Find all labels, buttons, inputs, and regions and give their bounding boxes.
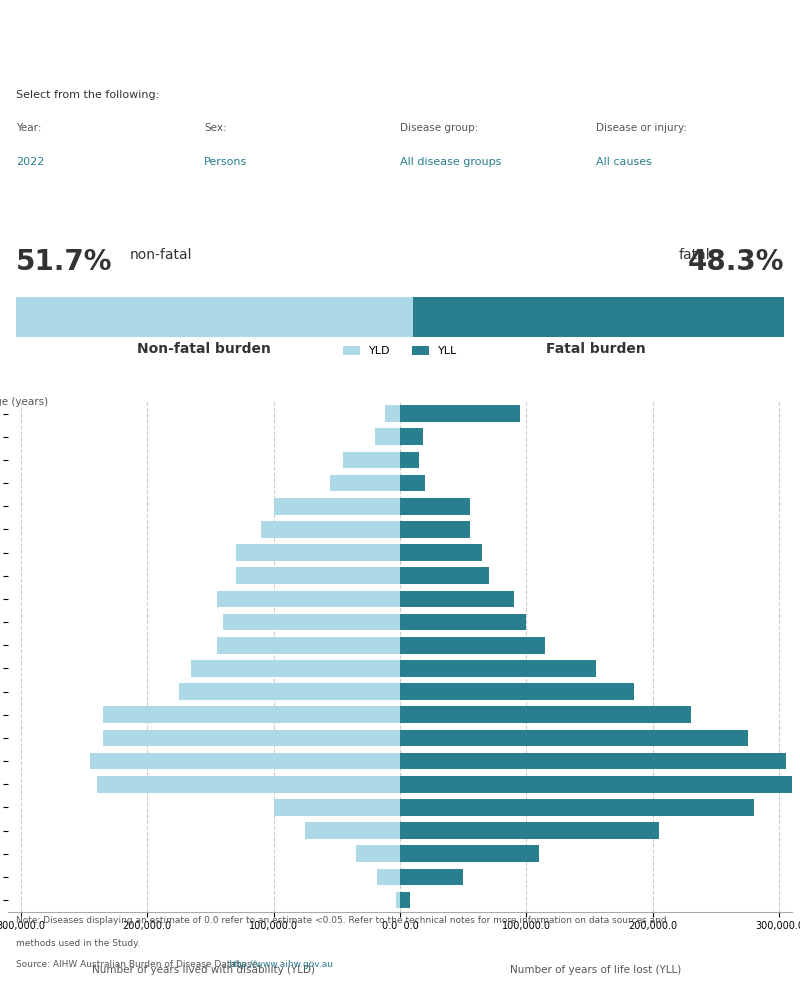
Bar [400, 706, 691, 723]
Bar [400, 822, 659, 839]
Bar [223, 614, 400, 630]
Bar [400, 753, 786, 769]
Bar [400, 845, 539, 862]
Bar [178, 683, 400, 700]
Text: Age (years): Age (years) [0, 397, 49, 407]
Text: Non-fatal burden: Non-fatal burden [137, 342, 271, 356]
Bar [191, 660, 400, 677]
Bar [103, 706, 400, 723]
Text: Fatal vs. Non-fatal burden in Persons, 2022: Fatal vs. Non-fatal burden in Persons, 2… [16, 200, 322, 213]
Bar [236, 567, 400, 584]
Bar [374, 428, 400, 445]
Bar [103, 730, 400, 746]
Text: Source: AIHW Australian Burden of Disease Database.: Source: AIHW Australian Burden of Diseas… [16, 960, 263, 969]
Bar [274, 799, 400, 816]
Bar [378, 869, 400, 885]
Text: Fatal burden: Fatal burden [546, 342, 646, 356]
Bar [400, 730, 748, 746]
Bar [236, 544, 400, 561]
Bar [400, 591, 514, 607]
Bar [400, 498, 470, 515]
Bar [400, 475, 426, 491]
Text: methods used in the Study.: methods used in the Study. [16, 939, 140, 948]
Bar [97, 776, 400, 793]
Bar [274, 498, 400, 515]
Bar [217, 591, 400, 607]
Text: Select from the following:: Select from the following: [16, 90, 159, 100]
FancyBboxPatch shape [413, 297, 784, 337]
Bar [217, 637, 400, 654]
Bar [396, 892, 400, 908]
Text: Note: Diseases displaying an estimate of 0.0 refer to an estimate <0.05. Refer t: Note: Diseases displaying an estimate of… [16, 916, 666, 925]
Legend: YLD, YLL: YLD, YLL [338, 341, 462, 361]
Bar [90, 753, 400, 769]
Text: non-fatal: non-fatal [130, 248, 192, 262]
Text: Persons: Persons [204, 157, 247, 167]
Text: Australian Burden of Disease Study 2022: Australian Burden of Disease Study 2022 [16, 34, 532, 54]
Bar [400, 452, 419, 468]
Text: 48.3%: 48.3% [688, 248, 784, 276]
Bar [400, 405, 520, 422]
Text: Disease or injury:: Disease or injury: [596, 123, 687, 133]
Bar [400, 892, 410, 908]
Text: fatal: fatal [678, 248, 710, 262]
Bar [261, 521, 400, 538]
Bar [400, 660, 596, 677]
Bar [400, 567, 489, 584]
Bar [385, 405, 400, 422]
Bar [400, 614, 526, 630]
Bar [400, 521, 470, 538]
Bar [305, 822, 400, 839]
Text: Number of years lived with disability (YLD): Number of years lived with disability (Y… [93, 965, 315, 975]
Bar [343, 452, 400, 468]
Text: Sex:: Sex: [204, 123, 226, 133]
Text: Number of years of life lost (YLL): Number of years of life lost (YLL) [510, 965, 682, 975]
Text: 2022: 2022 [16, 157, 44, 167]
Text: All causes: All causes [596, 157, 652, 167]
Bar [400, 544, 482, 561]
Bar [400, 428, 422, 445]
Text: Disease group:: Disease group: [400, 123, 478, 133]
Bar [330, 475, 400, 491]
Text: http://www.aihw.gov.au: http://www.aihw.gov.au [228, 960, 333, 969]
Bar [400, 799, 754, 816]
Bar [400, 637, 546, 654]
Text: 51.7%: 51.7% [16, 248, 112, 276]
Text: Year:: Year: [16, 123, 42, 133]
Bar [400, 776, 792, 793]
Text: Fatal vs. Non-fatal burden by age, Persons, 2022: Fatal vs. Non-fatal burden by age, Perso… [16, 376, 360, 389]
Text: All disease groups: All disease groups [400, 157, 502, 167]
FancyBboxPatch shape [16, 297, 413, 337]
Bar [400, 683, 634, 700]
Bar [400, 869, 463, 885]
Bar [356, 845, 400, 862]
